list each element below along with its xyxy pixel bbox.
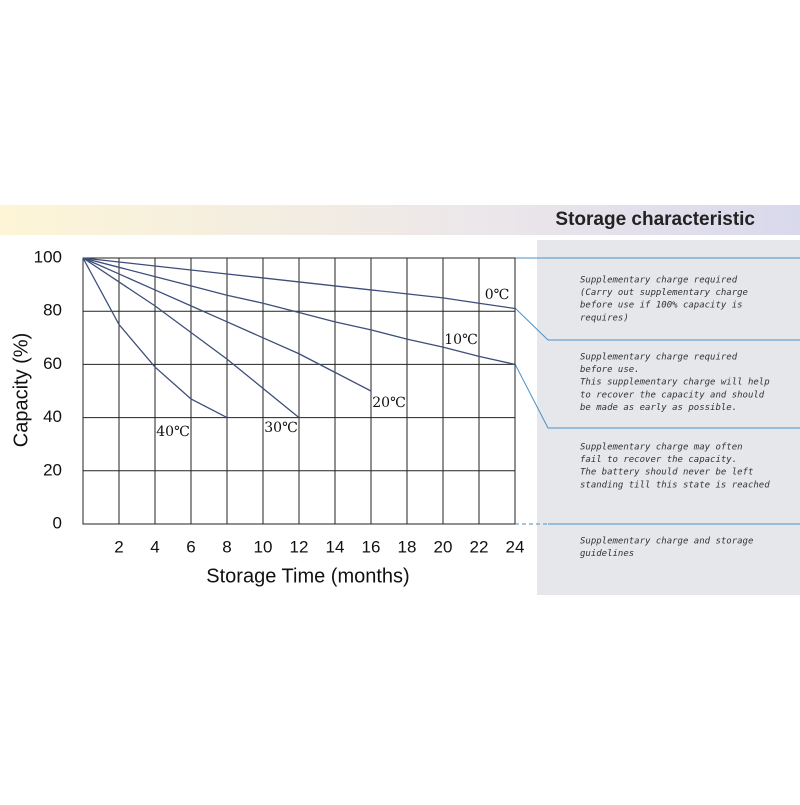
note-text: fail to recover the capacity. xyxy=(580,455,737,465)
y-tick-label: 60 xyxy=(43,354,62,373)
note-text: This supplementary charge will help xyxy=(580,378,770,388)
note-text: requires) xyxy=(580,313,629,323)
y-tick-label: 80 xyxy=(43,301,62,320)
y-tick-label: 20 xyxy=(43,460,62,479)
note-panel xyxy=(537,240,800,595)
series-label: 0℃ xyxy=(485,287,510,303)
series-line xyxy=(82,257,372,392)
x-tick-label: 12 xyxy=(290,537,309,556)
note-text: The battery should never be left xyxy=(580,468,753,478)
x-tick-label: 8 xyxy=(222,537,231,556)
x-tick-label: 2 xyxy=(114,537,123,556)
series-label: 20℃ xyxy=(372,395,405,411)
note-text: (Carry out supplementary charge xyxy=(580,288,748,298)
series-line xyxy=(82,257,228,419)
x-tick-label: 10 xyxy=(254,537,273,556)
x-tick-label: 20 xyxy=(434,537,453,556)
x-tick-label: 6 xyxy=(186,537,195,556)
note-text: Supplementary charge required xyxy=(580,353,738,363)
note-text: guidelines xyxy=(580,549,634,559)
note-text: be made as early as possible. xyxy=(580,403,737,413)
connector xyxy=(514,363,800,429)
y-tick-label: 100 xyxy=(34,247,62,266)
series-label: 10℃ xyxy=(444,332,477,348)
x-tick-label: 18 xyxy=(398,537,417,556)
y-tick-label: 40 xyxy=(43,407,62,426)
x-tick-label: 22 xyxy=(470,537,489,556)
note-text: standing till this state is reached xyxy=(580,480,770,490)
series-label: 30℃ xyxy=(264,420,297,436)
chart-title: Storage characteristic xyxy=(555,209,755,230)
series-label: 40℃ xyxy=(156,424,189,440)
note-text: before use if 100% capacity is xyxy=(580,301,743,311)
x-tick-label: 16 xyxy=(362,537,381,556)
note-text: Supplementary charge required xyxy=(580,276,738,286)
series-line xyxy=(82,257,516,310)
connector xyxy=(514,307,800,341)
x-tick-label: 4 xyxy=(150,537,159,556)
note-text: Supplementary charge and storage xyxy=(580,537,753,547)
series-line xyxy=(82,257,516,366)
connectors xyxy=(514,257,800,525)
y-axis-label: Capacity (%) xyxy=(10,333,32,447)
x-tick-label: 14 xyxy=(326,537,345,556)
header-band xyxy=(0,205,800,235)
x-axis-label: Storage Time (months) xyxy=(206,565,409,587)
y-tick-label: 0 xyxy=(53,513,62,532)
note-text: before use. xyxy=(580,365,640,375)
note-text: to recover the capacity and should xyxy=(580,390,765,400)
series-line xyxy=(82,257,300,419)
note-text: Supplementary charge may often xyxy=(580,443,743,453)
x-tick-label: 24 xyxy=(506,537,525,556)
